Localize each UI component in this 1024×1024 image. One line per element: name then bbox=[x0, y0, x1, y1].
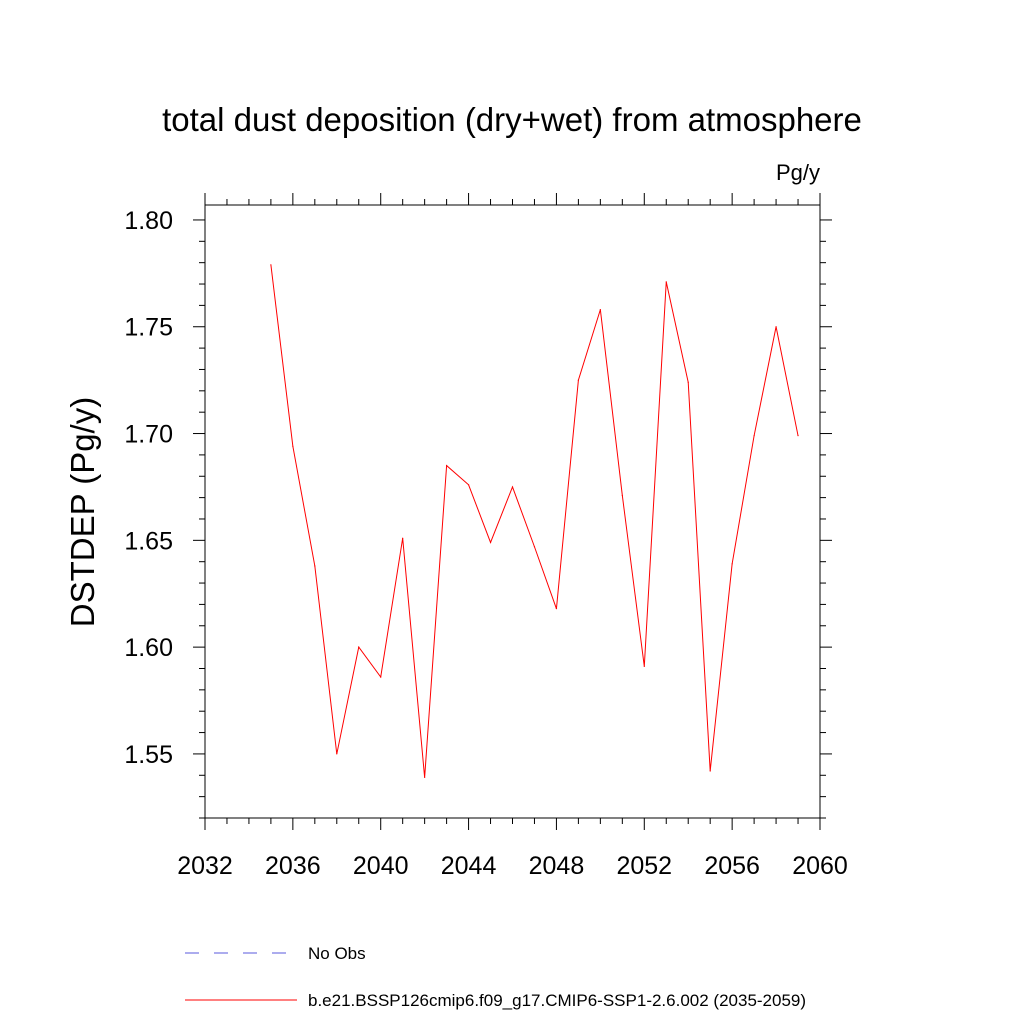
data-point bbox=[511, 486, 514, 488]
x-tick-label: 2036 bbox=[265, 852, 321, 880]
units-label: Pg/y bbox=[776, 160, 820, 185]
x-tick-label: 2040 bbox=[353, 852, 409, 880]
data-point bbox=[489, 541, 492, 544]
data-point bbox=[446, 464, 448, 467]
y-tick-label: 1.70 bbox=[124, 421, 173, 449]
data-point bbox=[643, 665, 645, 667]
legend-label-model-run: b.e21.BSSP126cmip6.f09_g17.CMIP6-SSP1-2.… bbox=[308, 991, 806, 1010]
data-point bbox=[336, 753, 338, 755]
data-point bbox=[709, 770, 711, 772]
data-point bbox=[314, 565, 316, 567]
x-tick-label: 2056 bbox=[704, 852, 760, 880]
data-point bbox=[687, 381, 689, 383]
x-axis-ticks: 2032 2036 2040 2044 2048 2052 2056 2060 bbox=[177, 193, 848, 880]
data-point bbox=[577, 379, 579, 381]
legend: No Obs b.e21.BSSP126cmip6.f09_g17.CMIP6-… bbox=[185, 944, 806, 1010]
series-line bbox=[270, 264, 799, 778]
data-point bbox=[731, 563, 733, 565]
x-tick-label: 2044 bbox=[441, 852, 497, 880]
y-tick-label: 1.60 bbox=[124, 634, 173, 662]
y-tick-label: 1.55 bbox=[124, 741, 173, 769]
data-point bbox=[621, 494, 623, 497]
x-tick-label: 2052 bbox=[616, 852, 672, 880]
x-tick-label: 2060 bbox=[792, 852, 848, 880]
y-axis-ticks: 1.55 1.60 1.65 1.70 1.75 1.80 bbox=[124, 207, 832, 819]
x-tick-label: 2032 bbox=[177, 852, 233, 880]
data-point bbox=[270, 264, 272, 266]
data-point bbox=[665, 281, 667, 283]
y-axis-label: DSTDEP (Pg/y) bbox=[64, 397, 101, 627]
data-point bbox=[424, 776, 426, 779]
data-point bbox=[775, 326, 777, 328]
series-group bbox=[270, 264, 799, 779]
legend-label-no-obs: No Obs bbox=[308, 944, 366, 963]
data-point bbox=[358, 646, 360, 648]
data-point bbox=[797, 435, 799, 437]
y-tick-label: 1.75 bbox=[124, 314, 173, 342]
data-point bbox=[292, 445, 294, 447]
x-tick-label: 2048 bbox=[529, 852, 585, 880]
data-point bbox=[555, 608, 558, 610]
data-point bbox=[402, 537, 404, 539]
data-point bbox=[380, 676, 382, 678]
data-point bbox=[467, 484, 470, 486]
chart-title: total dust deposition (dry+wet) from atm… bbox=[162, 101, 862, 138]
y-tick-label: 1.65 bbox=[124, 527, 173, 555]
data-point bbox=[533, 546, 536, 548]
y-tick-label: 1.80 bbox=[124, 207, 173, 235]
plot-frame bbox=[204, 204, 821, 819]
data-point bbox=[753, 435, 755, 437]
data-point bbox=[599, 309, 601, 311]
